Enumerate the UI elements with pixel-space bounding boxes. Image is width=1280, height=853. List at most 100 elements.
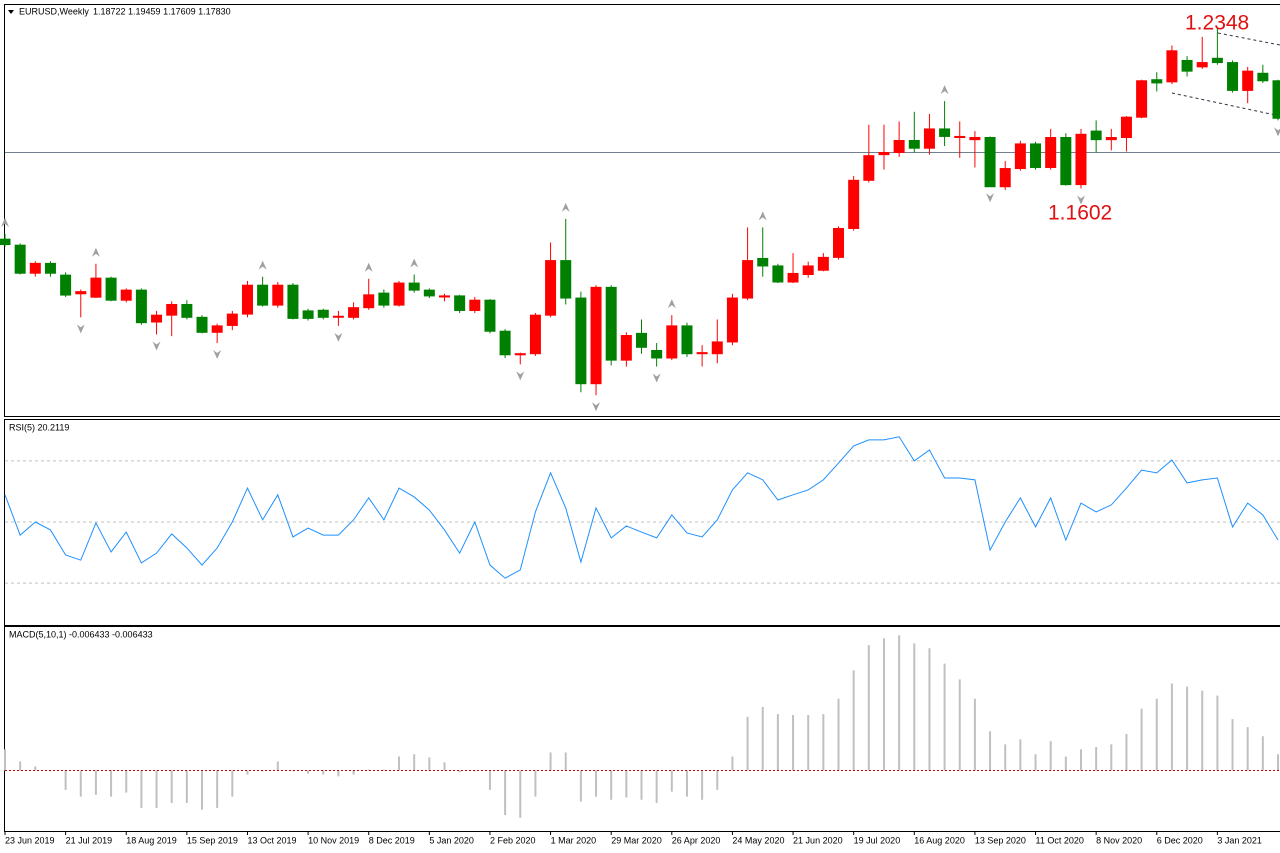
rsi-pane-frame (4, 419, 1280, 626)
candle-body (1242, 70, 1254, 91)
macd-title: MACD(5,10,1) -0.006433 -0.006433 (9, 629, 153, 639)
candle-body (817, 256, 829, 271)
candle-body (1045, 137, 1057, 168)
fractal-down (986, 193, 995, 203)
fractal-down (213, 350, 222, 360)
candle-body (75, 291, 87, 295)
rsi-title: RSI(5) 20.2119 (9, 422, 69, 432)
fractal-up (667, 299, 676, 309)
fractal-down (652, 373, 661, 383)
candle-body (893, 140, 905, 153)
candle-body (696, 352, 708, 355)
x-tick-label: 6 Dec 2020 (1157, 835, 1203, 845)
x-tick-label: 29 Mar 2020 (611, 835, 662, 845)
candle-body (651, 349, 663, 359)
candle-body (44, 262, 56, 274)
candle-body (1211, 57, 1223, 64)
candle-body (454, 295, 466, 311)
candle-body (469, 299, 481, 311)
candle-body (560, 260, 572, 299)
annotation: 1.2348 (1185, 12, 1249, 35)
candle-body (1272, 80, 1280, 119)
x-tick-label: 13 Sep 2020 (975, 835, 1026, 845)
candle-body (484, 299, 496, 332)
candle-body (272, 284, 284, 306)
candle-body (923, 128, 935, 149)
candle-body (1136, 80, 1148, 118)
candle-body (1120, 116, 1132, 139)
x-tick-label: 26 Apr 2020 (672, 835, 721, 845)
fractal-down (334, 332, 343, 342)
candle-body (590, 286, 602, 385)
x-tick-label: 1 Mar 2020 (551, 835, 597, 845)
annotation: 1.1602 (1048, 202, 1112, 225)
candle-body (332, 315, 344, 318)
x-tick-label: 24 May 2020 (732, 835, 784, 845)
candle-body (499, 330, 511, 356)
candle-body (802, 265, 814, 276)
candle-body (833, 227, 845, 258)
candle-body (529, 314, 541, 355)
menu-triangle[interactable] (8, 10, 14, 14)
quote: 1.18722 1.19459 1.17609 1.17830 (93, 6, 231, 16)
candle-body (181, 303, 193, 318)
candle-body (135, 289, 147, 324)
fractal-up (1, 217, 9, 227)
candle-body (848, 179, 860, 229)
candle-body (939, 128, 951, 137)
candle-body (302, 310, 314, 319)
channel-line (1171, 92, 1280, 117)
x-tick-label: 13 Oct 2019 (247, 835, 296, 845)
candle-body (348, 307, 360, 318)
x-tick-label: 8 Dec 2019 (369, 835, 415, 845)
candle-body (1181, 59, 1193, 72)
x-tick-label: 8 Nov 2020 (1096, 835, 1142, 845)
rsi-line (4, 436, 1279, 579)
fractal-up (258, 260, 267, 270)
candle-body (954, 135, 966, 139)
x-tick-label: 11 Oct 2020 (1036, 835, 1084, 845)
candle-body (545, 260, 557, 316)
candle-body (166, 303, 178, 316)
candle-body (908, 140, 920, 149)
x-tick-label: 15 Sep 2019 (187, 835, 238, 845)
candle-body (90, 277, 102, 298)
candle-body (1196, 62, 1208, 68)
candle-body (317, 309, 329, 318)
fractal-down (76, 324, 85, 334)
candle-body (605, 286, 617, 361)
x-tick-label: 19 Jul 2020 (854, 835, 901, 845)
candle-body (105, 277, 117, 301)
candle-body (1166, 50, 1178, 83)
macd-pane-frame (4, 626, 1280, 832)
candle-body (120, 289, 132, 301)
candle-body (1151, 79, 1163, 84)
fractal-up (758, 211, 767, 221)
x-tick-label: 10 Nov 2019 (308, 835, 359, 845)
x-tick-label: 21 Jul 2019 (66, 835, 113, 845)
x-tick-label: 2 Feb 2020 (490, 835, 536, 845)
candle-body (29, 262, 41, 274)
x-tick-label: 23 Jun 2019 (5, 835, 55, 845)
candle-body (711, 341, 723, 355)
fractal-down (1076, 195, 1085, 205)
candle-body (666, 325, 678, 359)
candle-body (60, 274, 72, 296)
candle-body (514, 353, 526, 356)
fractal-down (152, 341, 161, 351)
candle-body (969, 137, 981, 141)
chart-title: EURUSD,Weekly (19, 6, 89, 16)
candle-body (726, 297, 738, 343)
channel-line (1217, 32, 1280, 46)
candle-body (226, 313, 238, 326)
candle-body (1105, 137, 1117, 141)
x-tick-label: 16 Aug 2020 (914, 835, 965, 845)
candle-body (196, 316, 208, 333)
candle-body (14, 244, 26, 274)
candle-body (1075, 133, 1087, 186)
candle-body (423, 289, 435, 297)
candle-body (1227, 62, 1239, 91)
candle-body (878, 151, 890, 156)
